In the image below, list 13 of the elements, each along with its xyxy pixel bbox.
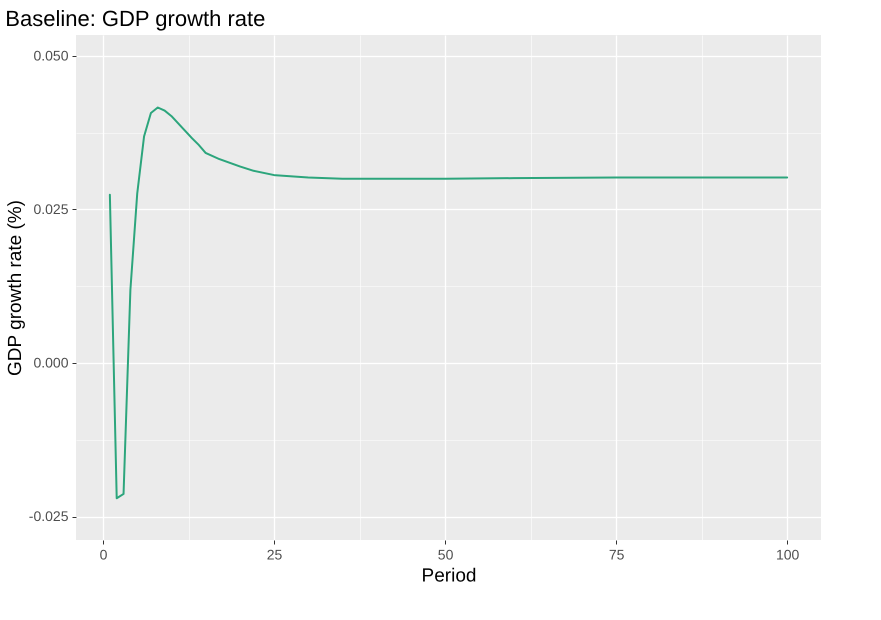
chart-title: Baseline: GDP growth rate bbox=[5, 6, 266, 31]
y-axis-title: GDP growth rate (%) bbox=[4, 200, 26, 376]
y-tick-label: 0.050 bbox=[33, 47, 69, 64]
x-tick-label: 50 bbox=[438, 546, 454, 562]
x-tick-label: 100 bbox=[776, 546, 800, 562]
y-tick-label: 0.025 bbox=[33, 200, 69, 217]
x-tick-label: 0 bbox=[100, 546, 108, 562]
y-tick-label: 0.000 bbox=[33, 354, 69, 371]
line-series bbox=[108, 106, 788, 500]
x-tick-label: 75 bbox=[608, 546, 625, 562]
y-tick-label: -0.025 bbox=[28, 508, 69, 524]
x-tick-label: 25 bbox=[266, 546, 283, 562]
x-axis-title: Period bbox=[422, 566, 476, 586]
